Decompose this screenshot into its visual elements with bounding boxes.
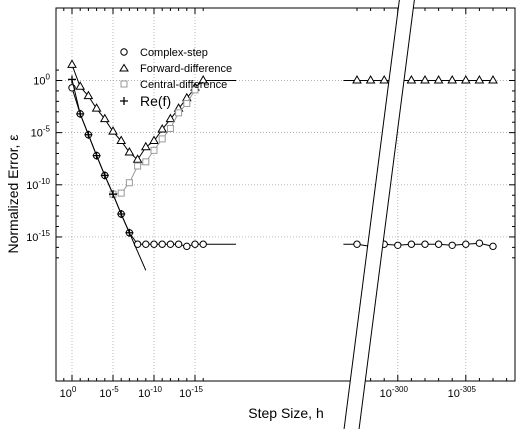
legend-marker-square [120, 80, 128, 88]
legend-item-re-f: Re(f) [120, 93, 171, 109]
data-point-plus [100, 171, 109, 180]
data-point-circle [353, 240, 361, 248]
legend-label: Forward-difference [140, 63, 232, 75]
data-point-triangle [406, 74, 417, 84]
x-tick-label: 10-15 [179, 385, 203, 400]
data-point-circle [489, 242, 497, 251]
data-point-plus [125, 228, 134, 237]
data-point-triangle [165, 113, 176, 123]
x-axis-label: Step Size, h [248, 405, 324, 421]
data-point-triangle [99, 113, 110, 123]
series-layer [67, 59, 498, 271]
data-point-square [134, 162, 142, 170]
data-point-square [158, 135, 166, 143]
data-point-plus [92, 151, 101, 160]
data-point-plus [76, 109, 85, 118]
data-point-triangle [67, 59, 77, 68]
legend-item-central-difference: Central-difference [120, 79, 227, 91]
data-point-triangle [447, 74, 458, 84]
data-point-plus [68, 75, 76, 84]
y-tick-label: 10-15 [26, 229, 50, 244]
data-point-square [117, 189, 125, 197]
axis-break [343, 0, 415, 429]
legend-marker-plus [120, 97, 128, 105]
data-point-square [166, 124, 174, 132]
data-point-triangle [108, 126, 118, 135]
legend-marker-triangle [119, 63, 129, 72]
data-point-triangle [75, 81, 86, 90]
data-point-circle [199, 240, 207, 248]
x-tick-label: 10-5 [99, 385, 119, 400]
series-re-f [68, 75, 147, 271]
data-point-triangle [352, 74, 362, 84]
plot-area [55, 7, 516, 382]
data-point-circle [166, 240, 175, 248]
data-point-triangle [198, 74, 209, 84]
data-point-circle [462, 240, 470, 248]
data-point-square [125, 179, 133, 187]
data-point-circle [407, 240, 416, 248]
data-point-triangle [132, 154, 143, 163]
data-point-square [150, 146, 158, 154]
tick-labels: 100 10-5 10-10 10-15 10-300 10-305 100 10-5 10-1… [26, 73, 476, 401]
data-point-triangle [488, 74, 498, 84]
y-tick-label: 100 [33, 73, 50, 88]
data-point-circle [394, 241, 402, 249]
data-point-circle [158, 240, 166, 248]
legend: Complex-step Forward-difference Central-… [119, 47, 232, 109]
data-point-circle [174, 240, 183, 248]
data-point-circle [150, 240, 158, 248]
data-point-triangle [83, 90, 94, 100]
x-tick-label: 100 [60, 385, 77, 400]
data-point-triangle [124, 146, 135, 156]
data-point-circle [183, 242, 191, 251]
data-point-triangle [91, 103, 102, 112]
data-point-triangle [460, 74, 471, 84]
data-point-circle [448, 241, 456, 249]
legend-label: Re(f) [140, 93, 171, 109]
data-point-circle [434, 240, 443, 248]
data-point-circle [142, 240, 150, 248]
data-point-plus [117, 210, 126, 219]
x-tick-label: 10-300 [380, 385, 409, 400]
y-tick-label: 10-10 [26, 177, 50, 192]
data-point-triangle [365, 74, 376, 84]
legend-item-complex-step: Complex-step [120, 47, 208, 59]
legend-item-forward-difference: Forward-difference [119, 63, 232, 75]
data-point-circle [421, 240, 429, 248]
data-point-plus [109, 190, 117, 199]
data-point-triangle [157, 124, 168, 133]
data-point-triangle [140, 141, 151, 151]
data-point-triangle [433, 74, 444, 84]
data-point-circle [475, 239, 484, 247]
data-point-triangle [116, 135, 127, 144]
x-tick-label: 10-10 [138, 385, 162, 400]
data-point-square [183, 99, 191, 107]
data-point-square [175, 109, 183, 117]
y-axis-label: Normalized Error, ε [5, 134, 21, 253]
data-point-triangle [149, 135, 159, 144]
data-point-square [142, 158, 150, 166]
legend-marker-circle [120, 48, 128, 56]
x-tick-label: 10-305 [448, 385, 477, 400]
legend-label: Central-difference [140, 79, 227, 91]
data-point-square [191, 86, 199, 94]
y-tick-label: 10-5 [31, 125, 51, 140]
data-point-triangle [379, 74, 390, 84]
data-point-triangle [474, 74, 485, 84]
legend-label: Complex-step [140, 47, 208, 59]
data-point-triangle [420, 74, 430, 84]
data-point-circle [191, 240, 199, 248]
data-point-plus [84, 130, 93, 139]
